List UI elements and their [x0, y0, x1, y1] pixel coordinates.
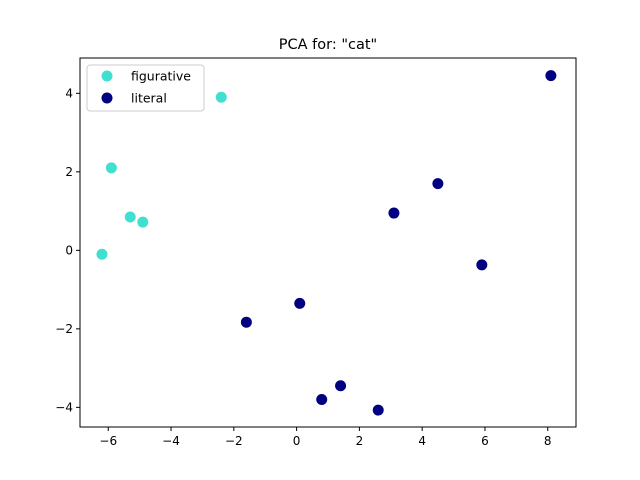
- plot-frame: [79, 57, 577, 428]
- points-layer: [96, 70, 557, 416]
- legend-label-literal: literal: [131, 91, 167, 106]
- legend: figurative literal: [86, 64, 205, 112]
- x-tick-label: 6: [481, 434, 489, 448]
- x-tick-label: 2: [356, 434, 364, 448]
- legend-marker-figurative: [101, 70, 113, 82]
- data-point-literal-4: [294, 297, 306, 309]
- x-tick-label: −2: [225, 434, 243, 448]
- data-point-literal-2: [388, 207, 400, 219]
- data-point-literal-1: [432, 178, 444, 190]
- x-tick-label: 0: [293, 434, 301, 448]
- ticks-layer: −6 −4 −2 0 2 4 6 8 −4 −2 0 2 4: [55, 86, 551, 448]
- y-tick-label: 0: [65, 243, 73, 257]
- y-tick-label: −4: [55, 400, 73, 414]
- y-tick-label: −2: [55, 322, 73, 336]
- data-point-figurative-1: [105, 162, 117, 174]
- y-tick-label: 2: [65, 165, 73, 179]
- data-point-literal-6: [335, 380, 347, 392]
- data-point-figurative-0: [215, 91, 227, 103]
- data-point-figurative-4: [96, 248, 108, 260]
- legend-label-figurative: figurative: [131, 69, 191, 84]
- legend-marker-literal: [101, 92, 113, 104]
- legend-box: [86, 64, 205, 112]
- x-tick-label: 8: [544, 434, 552, 448]
- data-point-figurative-3: [137, 216, 149, 228]
- x-tick-label: −4: [162, 434, 180, 448]
- x-tick-label: −6: [99, 434, 117, 448]
- x-tick-label: 4: [418, 434, 426, 448]
- data-point-literal-5: [240, 316, 252, 328]
- data-point-literal-3: [476, 259, 488, 271]
- data-point-literal-0: [545, 70, 557, 82]
- data-point-figurative-2: [124, 211, 136, 223]
- chart-title: PCA for: "cat": [279, 37, 377, 53]
- y-tick-label: 4: [65, 86, 73, 100]
- data-point-literal-7: [316, 394, 328, 406]
- data-point-literal-8: [372, 404, 384, 416]
